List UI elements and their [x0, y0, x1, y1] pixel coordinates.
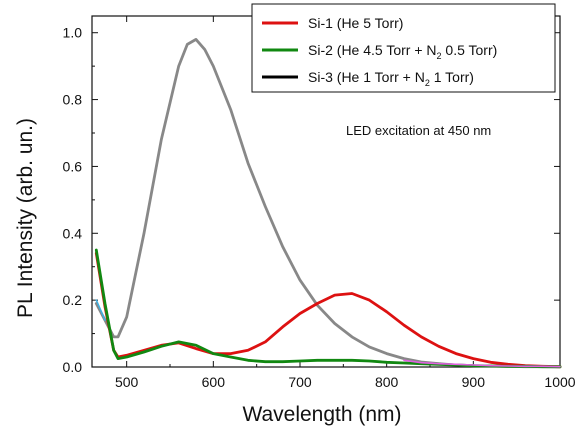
y-tick-label: 1.0 [63, 25, 83, 41]
annotation-led-excitation: LED excitation at 450 nm [346, 123, 491, 138]
legend-entry-label: Si-1 (He 5 Torr) [308, 15, 403, 31]
x-tick-label: 800 [375, 374, 399, 390]
series-line-si-2 [94, 248, 562, 369]
y-tick-label: 0.8 [63, 92, 83, 108]
y-tick-label: 0.0 [63, 359, 83, 375]
legend-box [251, 3, 556, 93]
y-axis-label: PL Intensity (arb. un.) [14, 118, 37, 318]
x-tick-label: 500 [115, 374, 139, 390]
series-line-si-1 [94, 251, 562, 369]
axes-layer: 500 600 700 800 900 1000 0.0 0.2 0.4 0.6 0.8 1.0 [63, 15, 576, 390]
legend-entry-label: Si-3 (He 1 Torr + N2 1 Torr) [308, 69, 474, 88]
x-tick-label: 700 [288, 374, 312, 390]
series-layer [94, 38, 562, 369]
y-tick-label: 0.4 [63, 225, 83, 241]
y-tick-label: 0.6 [63, 158, 83, 174]
x-axis-label: Wavelength (nm) [242, 403, 401, 426]
y-tick-label: 0.2 [63, 292, 83, 308]
x-tick-label: 600 [202, 374, 226, 390]
legend: Si-1 (He 5 Torr) Si-2 (He 4.5 Torr + N2 0… [251, 3, 556, 93]
x-tick-label: 1000 [544, 374, 575, 390]
series-line-cyan [95, 299, 106, 321]
x-tick-label: 900 [462, 374, 486, 390]
series-line-magenta [403, 359, 561, 368]
legend-entry-label: Si-2 (He 4.5 Torr + N2 0.5 Torr) [308, 42, 497, 61]
